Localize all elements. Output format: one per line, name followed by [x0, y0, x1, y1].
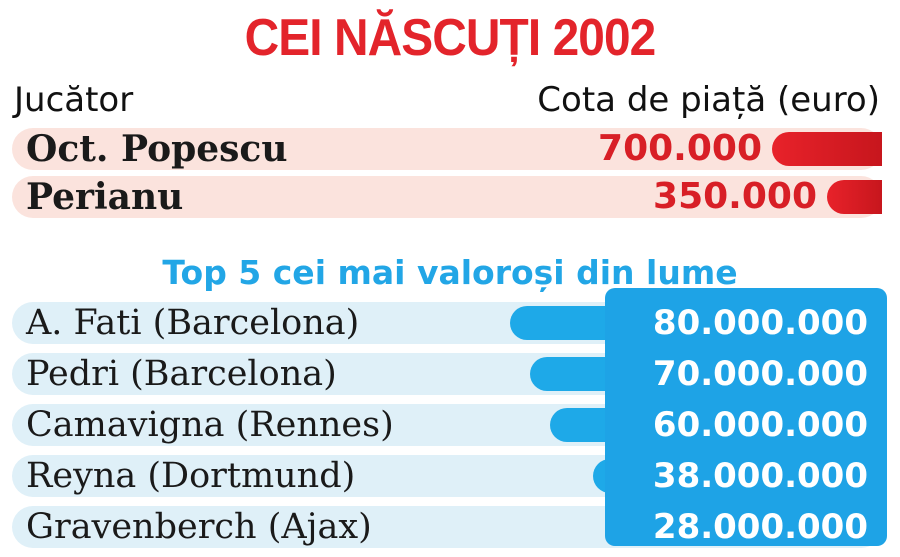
market-value-label: 70.000.000	[652, 354, 868, 394]
top-player-row: Reyna (Dortmund) 38.000.000	[12, 455, 882, 497]
player-name: A. Fati (Barcelona)	[26, 303, 360, 343]
market-value-label: 60.000.000	[652, 405, 868, 445]
player-row: Perianu 350.000	[12, 176, 882, 218]
market-value-label: 28.000.000	[652, 507, 868, 547]
top-player-row: Gravenberch (Ajax) 28.000.000	[12, 506, 882, 548]
player-name: Pedri (Barcelona)	[26, 354, 337, 394]
market-value-label: 350.000	[653, 176, 817, 217]
player-name: Oct. Popescu	[26, 128, 288, 170]
market-value-bar	[772, 132, 882, 166]
row-background	[12, 176, 882, 218]
market-value-bar	[827, 180, 882, 214]
player-name: Gravenberch (Ajax)	[26, 507, 372, 547]
player-row: Oct. Popescu 700.000	[12, 128, 882, 170]
top5-title: Top 5 cei mai valoroși din lume	[162, 253, 738, 292]
top-player-row: Camavigna (Rennes) 60.000.000	[12, 404, 882, 446]
player-name: Perianu	[26, 176, 184, 218]
top-player-row: A. Fati (Barcelona) 80.000.000	[12, 302, 882, 344]
row-background	[12, 128, 882, 170]
column-header-player: Jucător	[14, 80, 134, 120]
top-player-row: Pedri (Barcelona) 70.000.000	[12, 353, 882, 395]
chart-title: CEI NĂSCUȚI 2002	[244, 9, 657, 67]
top5-value-panel	[605, 288, 887, 546]
market-value-label: 700.000	[598, 128, 762, 169]
market-value-label: 80.000.000	[652, 303, 868, 343]
column-header-market-value: Cota de piață (euro)	[537, 80, 880, 120]
player-name: Reyna (Dortmund)	[26, 456, 356, 496]
market-value-label: 38.000.000	[652, 456, 868, 496]
player-name: Camavigna (Rennes)	[26, 405, 394, 445]
